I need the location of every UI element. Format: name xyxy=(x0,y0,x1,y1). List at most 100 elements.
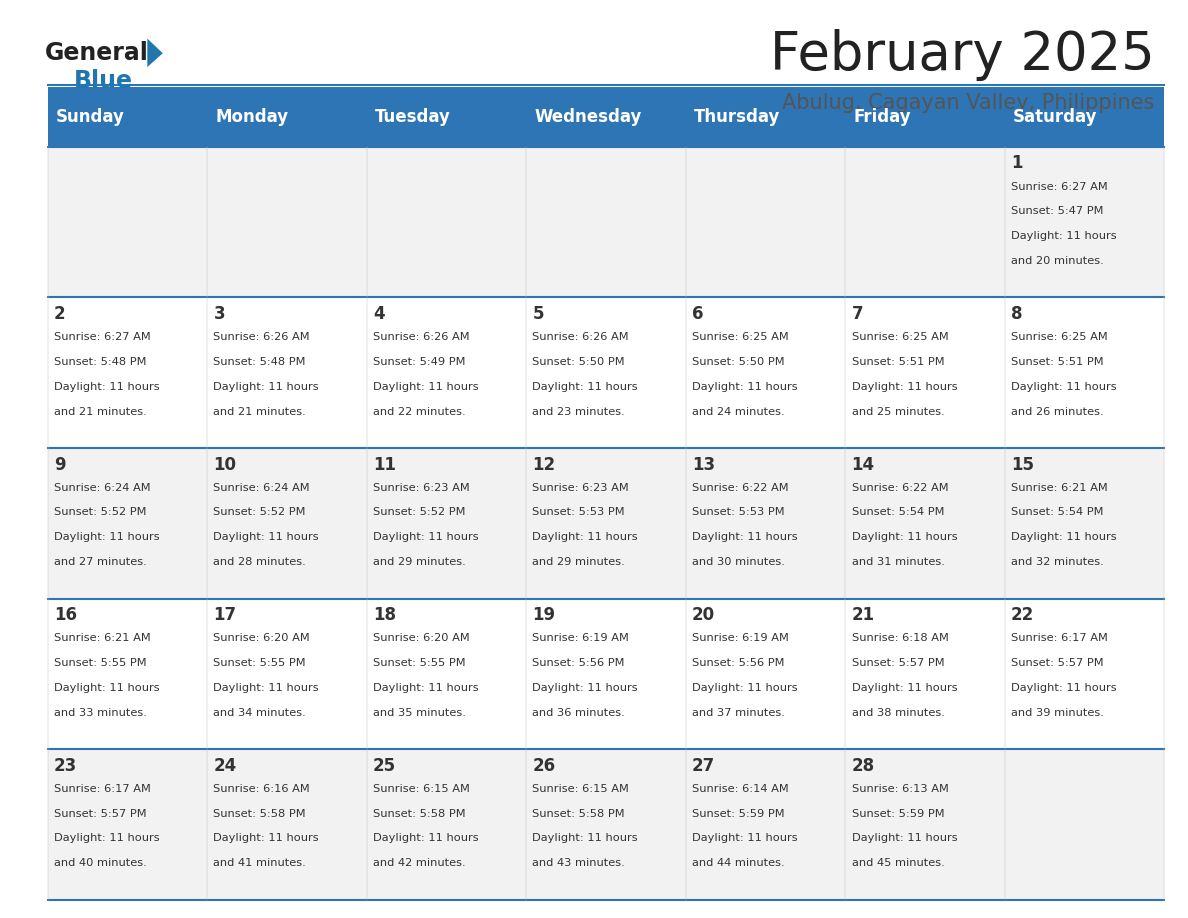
Text: Sunset: 5:51 PM: Sunset: 5:51 PM xyxy=(852,357,944,367)
Text: Sunset: 5:53 PM: Sunset: 5:53 PM xyxy=(693,508,784,518)
Text: Sunset: 5:54 PM: Sunset: 5:54 PM xyxy=(852,508,944,518)
Text: Sunset: 5:55 PM: Sunset: 5:55 PM xyxy=(214,658,307,668)
Text: and 20 minutes.: and 20 minutes. xyxy=(1011,256,1104,266)
Text: 1: 1 xyxy=(1011,154,1023,173)
Text: Daylight: 11 hours: Daylight: 11 hours xyxy=(1011,532,1117,543)
Bar xyxy=(207,87,367,147)
Text: Sunrise: 6:25 AM: Sunrise: 6:25 AM xyxy=(852,332,948,342)
Text: Sunset: 5:58 PM: Sunset: 5:58 PM xyxy=(532,809,625,819)
Text: 6: 6 xyxy=(693,305,703,323)
Text: Daylight: 11 hours: Daylight: 11 hours xyxy=(373,382,479,392)
Text: February 2025: February 2025 xyxy=(770,29,1155,81)
Text: 20: 20 xyxy=(693,606,715,624)
Text: Daylight: 11 hours: Daylight: 11 hours xyxy=(214,683,320,693)
Text: Sunset: 5:55 PM: Sunset: 5:55 PM xyxy=(373,658,466,668)
Text: Daylight: 11 hours: Daylight: 11 hours xyxy=(693,532,797,543)
Text: Daylight: 11 hours: Daylight: 11 hours xyxy=(1011,231,1117,241)
Text: Daylight: 11 hours: Daylight: 11 hours xyxy=(852,532,958,543)
Text: Sunset: 5:58 PM: Sunset: 5:58 PM xyxy=(214,809,307,819)
Text: and 42 minutes.: and 42 minutes. xyxy=(373,858,466,868)
Text: Daylight: 11 hours: Daylight: 11 hours xyxy=(532,382,638,392)
Bar xyxy=(48,448,1164,599)
Text: 25: 25 xyxy=(373,756,396,775)
Text: Sunset: 5:57 PM: Sunset: 5:57 PM xyxy=(852,658,944,668)
Text: and 31 minutes.: and 31 minutes. xyxy=(852,557,944,567)
Text: Wednesday: Wednesday xyxy=(535,108,642,126)
Text: 23: 23 xyxy=(53,756,77,775)
Bar xyxy=(48,87,207,147)
Text: Daylight: 11 hours: Daylight: 11 hours xyxy=(852,834,958,844)
Text: and 35 minutes.: and 35 minutes. xyxy=(373,708,466,718)
Text: Sunrise: 6:24 AM: Sunrise: 6:24 AM xyxy=(53,483,151,493)
Text: Sunset: 5:51 PM: Sunset: 5:51 PM xyxy=(1011,357,1104,367)
Text: Sunset: 5:57 PM: Sunset: 5:57 PM xyxy=(1011,658,1104,668)
Text: General: General xyxy=(45,41,148,65)
Text: Sunrise: 6:26 AM: Sunrise: 6:26 AM xyxy=(214,332,310,342)
Text: Daylight: 11 hours: Daylight: 11 hours xyxy=(53,834,159,844)
Text: Sunrise: 6:17 AM: Sunrise: 6:17 AM xyxy=(1011,633,1108,644)
Text: Sunday: Sunday xyxy=(56,108,125,126)
Text: Sunrise: 6:17 AM: Sunrise: 6:17 AM xyxy=(53,784,151,794)
Text: Sunrise: 6:18 AM: Sunrise: 6:18 AM xyxy=(852,633,948,644)
Text: Tuesday: Tuesday xyxy=(374,108,450,126)
Bar xyxy=(845,87,1005,147)
Text: Sunrise: 6:21 AM: Sunrise: 6:21 AM xyxy=(1011,483,1108,493)
Text: Daylight: 11 hours: Daylight: 11 hours xyxy=(532,834,638,844)
Text: Sunrise: 6:22 AM: Sunrise: 6:22 AM xyxy=(693,483,789,493)
Text: 3: 3 xyxy=(214,305,225,323)
Text: Sunrise: 6:27 AM: Sunrise: 6:27 AM xyxy=(53,332,151,342)
Bar xyxy=(48,147,1164,297)
Text: Sunrise: 6:14 AM: Sunrise: 6:14 AM xyxy=(693,784,789,794)
Text: and 32 minutes.: and 32 minutes. xyxy=(1011,557,1104,567)
Text: Daylight: 11 hours: Daylight: 11 hours xyxy=(373,683,479,693)
Text: and 40 minutes.: and 40 minutes. xyxy=(53,858,146,868)
Text: Sunrise: 6:26 AM: Sunrise: 6:26 AM xyxy=(373,332,469,342)
Text: 22: 22 xyxy=(1011,606,1035,624)
Text: and 41 minutes.: and 41 minutes. xyxy=(214,858,307,868)
Text: Daylight: 11 hours: Daylight: 11 hours xyxy=(693,834,797,844)
Bar xyxy=(685,87,845,147)
Text: 15: 15 xyxy=(1011,455,1034,474)
Text: 26: 26 xyxy=(532,756,556,775)
Text: and 23 minutes.: and 23 minutes. xyxy=(532,407,625,417)
Text: and 22 minutes.: and 22 minutes. xyxy=(373,407,466,417)
Text: Daylight: 11 hours: Daylight: 11 hours xyxy=(373,834,479,844)
Text: and 27 minutes.: and 27 minutes. xyxy=(53,557,146,567)
Text: Sunset: 5:48 PM: Sunset: 5:48 PM xyxy=(53,357,146,367)
Text: Sunrise: 6:24 AM: Sunrise: 6:24 AM xyxy=(214,483,310,493)
Text: Sunset: 5:52 PM: Sunset: 5:52 PM xyxy=(214,508,307,518)
Text: 7: 7 xyxy=(852,305,864,323)
Text: Sunset: 5:50 PM: Sunset: 5:50 PM xyxy=(532,357,625,367)
Text: and 24 minutes.: and 24 minutes. xyxy=(693,407,784,417)
Text: Blue: Blue xyxy=(74,69,133,93)
Text: and 33 minutes.: and 33 minutes. xyxy=(53,708,147,718)
Text: 4: 4 xyxy=(373,305,385,323)
Text: Thursday: Thursday xyxy=(694,108,781,126)
Text: 2: 2 xyxy=(53,305,65,323)
Text: and 21 minutes.: and 21 minutes. xyxy=(53,407,146,417)
Text: 18: 18 xyxy=(373,606,396,624)
Text: Daylight: 11 hours: Daylight: 11 hours xyxy=(1011,683,1117,693)
Bar xyxy=(1005,87,1164,147)
Text: 16: 16 xyxy=(53,606,77,624)
Text: Daylight: 11 hours: Daylight: 11 hours xyxy=(53,532,159,543)
Text: and 25 minutes.: and 25 minutes. xyxy=(852,407,944,417)
Text: Daylight: 11 hours: Daylight: 11 hours xyxy=(214,532,320,543)
Text: Sunrise: 6:19 AM: Sunrise: 6:19 AM xyxy=(693,633,789,644)
Text: Sunset: 5:59 PM: Sunset: 5:59 PM xyxy=(852,809,944,819)
Text: 24: 24 xyxy=(214,756,236,775)
Text: Sunrise: 6:22 AM: Sunrise: 6:22 AM xyxy=(852,483,948,493)
Text: Monday: Monday xyxy=(215,108,289,126)
Text: 28: 28 xyxy=(852,756,874,775)
Text: Sunrise: 6:15 AM: Sunrise: 6:15 AM xyxy=(532,784,630,794)
Text: 19: 19 xyxy=(532,606,556,624)
Text: and 30 minutes.: and 30 minutes. xyxy=(693,557,785,567)
Text: Abulug, Cagayan Valley, Philippines: Abulug, Cagayan Valley, Philippines xyxy=(783,93,1155,113)
Text: 27: 27 xyxy=(693,756,715,775)
Text: Daylight: 11 hours: Daylight: 11 hours xyxy=(693,382,797,392)
Text: and 38 minutes.: and 38 minutes. xyxy=(852,708,944,718)
Text: and 36 minutes.: and 36 minutes. xyxy=(532,708,625,718)
Bar xyxy=(526,87,685,147)
Text: Sunrise: 6:21 AM: Sunrise: 6:21 AM xyxy=(53,633,151,644)
Bar xyxy=(48,749,1164,900)
